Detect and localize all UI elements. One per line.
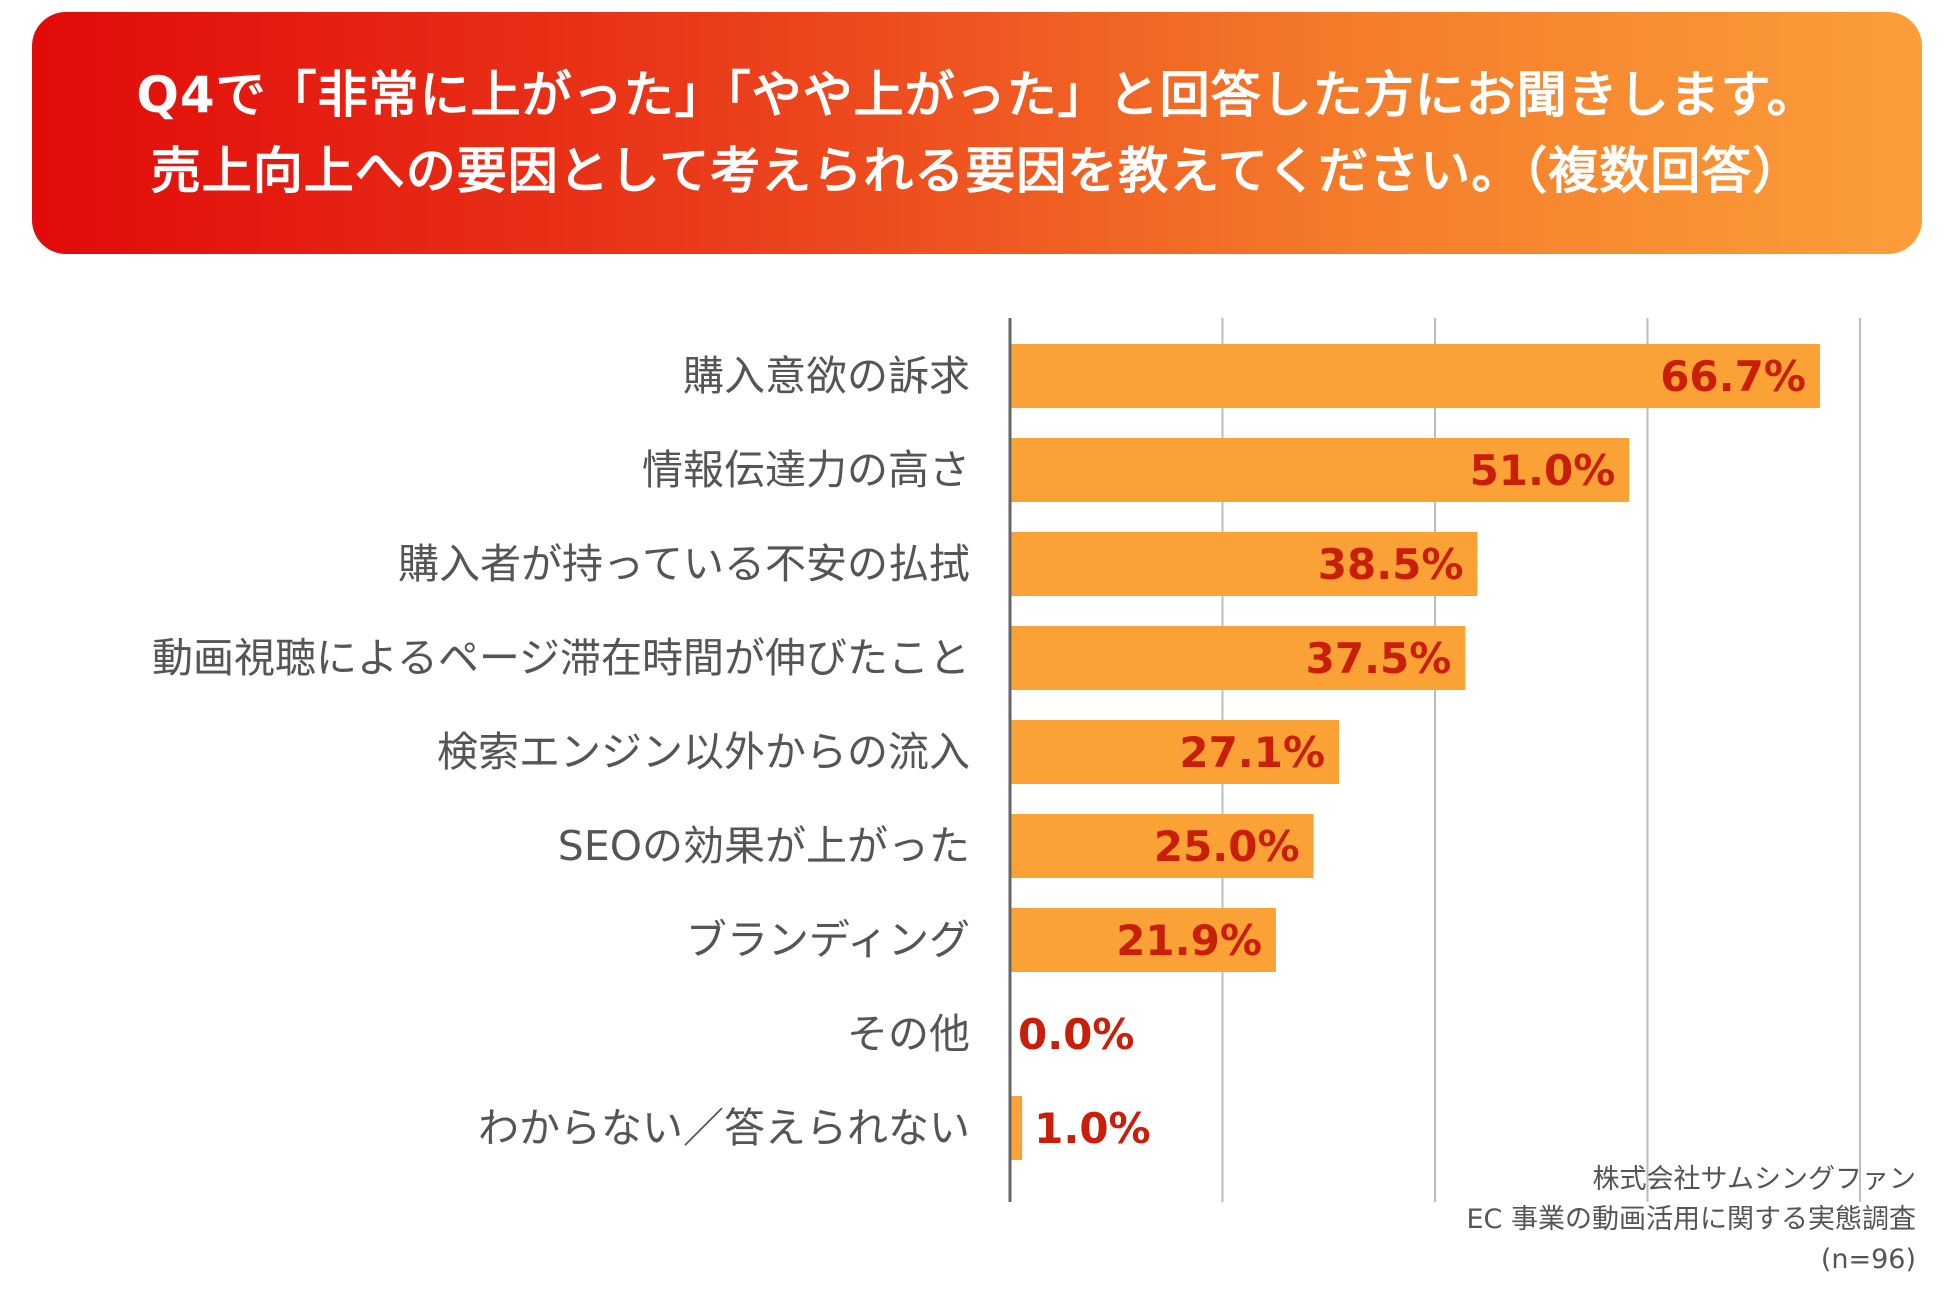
bar-value-label: 66.7% [1660, 352, 1806, 401]
bar [1010, 1096, 1023, 1160]
category-label: 購入意欲の訴求 [683, 352, 970, 400]
question-line-2: 売上向上への要因として考えられる要因を教えてください。（複数回答） [150, 142, 1804, 200]
bar-value-label: 27.1% [1179, 728, 1325, 777]
category-label: 検索エンジン以外からの流入 [437, 728, 970, 776]
bar-value-label: 37.5% [1306, 634, 1452, 683]
category-label: わからない／答えられない [478, 1104, 970, 1152]
bar-value-label: 21.9% [1116, 916, 1262, 965]
bar [1010, 438, 1630, 502]
bar-value-label: 25.0% [1154, 822, 1300, 871]
bar [1010, 814, 1314, 878]
source-sample-size: (n=96) [1820, 1244, 1916, 1275]
question-line-1: Q4で「非常に上がった」「やや上がった」と回答した方にお聞きします。 [136, 66, 1818, 124]
category-label: 購入者が持っている不安の払拭 [398, 540, 970, 588]
source-company: 株式会社サムシングファン [1592, 1164, 1916, 1195]
category-label: 情報伝達力の高さ [642, 446, 970, 494]
category-label: 動画視聴によるページ滞在時間が伸びたこと [152, 634, 970, 682]
bar [1010, 532, 1478, 596]
question-banner: Q4で「非常に上がった」「やや上がった」と回答した方にお聞きします。 売上向上へ… [32, 12, 1922, 254]
category-label: SEOの効果が上がった [558, 822, 970, 870]
bar-value-label: 51.0% [1470, 446, 1616, 495]
category-label: その他 [847, 1010, 970, 1058]
source-survey: EC 事業の動画活用に関する実態調査 [1466, 1204, 1917, 1235]
bar [1010, 908, 1276, 972]
bar [1010, 720, 1340, 784]
bar [1010, 344, 1820, 408]
bar-value-label: 38.5% [1318, 540, 1464, 589]
category-label: ブランディング [686, 916, 970, 964]
source-note: 株式会社サムシングファン EC 事業の動画活用に関する実態調査 (n=96) [1467, 1160, 1917, 1280]
bar-value-label: 0.0% [1018, 1010, 1134, 1059]
bar-value-label: 1.0% [1034, 1104, 1150, 1153]
bar [1010, 626, 1466, 690]
